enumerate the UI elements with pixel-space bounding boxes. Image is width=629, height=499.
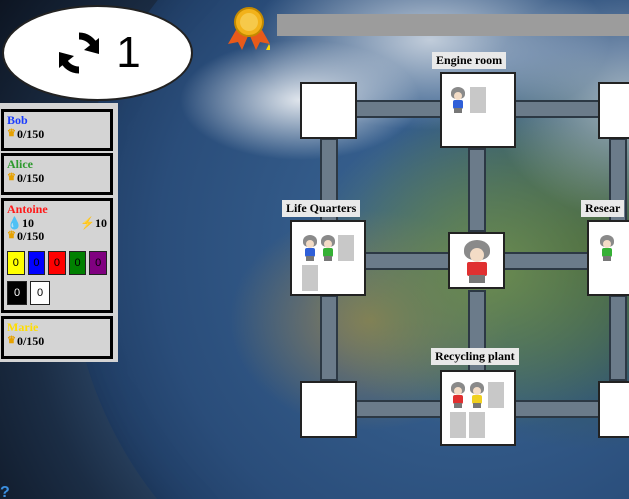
empty-slot[interactable] [470, 87, 486, 113]
pawn-green[interactable] [599, 235, 615, 261]
corridor[interactable] [355, 100, 443, 118]
resource-tokens: 0 0 0 0 0 [7, 251, 107, 275]
room-top-left[interactable] [300, 82, 357, 139]
pawn-red[interactable] [450, 382, 466, 408]
corridor[interactable] [514, 100, 604, 118]
player-panel: Bob ♛ 0/150 Alice ♛ 0/150 Antoine 💧10 ⚡10 … [0, 103, 118, 362]
player-score: ♛ 0/150 [7, 334, 45, 348]
red-token[interactable]: 0 [48, 251, 66, 275]
player-score: ♛ 0/150 [7, 171, 45, 185]
turn-counter: 1 [2, 5, 193, 101]
empty-slot[interactable] [302, 265, 318, 291]
room-recycling[interactable] [440, 370, 516, 446]
player-name: Marie [7, 320, 39, 334]
room-research[interactable] [587, 220, 629, 296]
resource-tokens-row2: 0 0 [7, 281, 107, 305]
corridor[interactable] [514, 400, 604, 418]
player-score: ♛ 0/150 [7, 127, 45, 141]
pawn-blue[interactable] [302, 235, 318, 261]
pawn-red-selected[interactable] [460, 240, 494, 284]
yellow-token[interactable]: 0 [7, 251, 25, 275]
refresh-icon[interactable] [54, 28, 104, 78]
help-button[interactable]: ? [0, 484, 10, 499]
crown-icon: ♛ [7, 335, 16, 346]
green-token[interactable]: 0 [68, 251, 87, 275]
room-label-research: Resear [581, 200, 625, 217]
white-token[interactable]: 0 [30, 281, 50, 305]
room-bottom-right[interactable] [598, 381, 629, 438]
corridor[interactable] [320, 295, 338, 381]
room-label-life-quarters: Life Quarters [282, 200, 361, 217]
player-score: ♛ 0/150 [7, 229, 45, 243]
room-center[interactable] [448, 232, 505, 289]
room-label-engine: Engine room [432, 52, 507, 69]
crown-icon: ♛ [7, 230, 16, 241]
blue-token[interactable]: 0 [27, 251, 46, 275]
room-top-right[interactable] [598, 82, 629, 139]
room-life-quarters[interactable] [290, 220, 366, 296]
purple-token[interactable]: 0 [89, 251, 107, 275]
player-name: Bob [7, 113, 28, 127]
room-label-recycling: Recycling plant [431, 348, 519, 365]
crown-icon: ♛ [7, 172, 16, 183]
crown-icon: ♛ [7, 128, 16, 139]
empty-slot[interactable] [488, 382, 504, 408]
room-bottom-left[interactable] [300, 381, 357, 438]
player-name: Alice [7, 157, 33, 171]
corridor[interactable] [503, 252, 591, 270]
corridor[interactable] [355, 400, 443, 418]
player-card-marie[interactable]: Marie ♛ 0/150 [1, 316, 113, 359]
water-drop-icon: 💧 [7, 216, 22, 230]
lightning-icon: ⚡ [80, 216, 95, 230]
player-resources: 💧10 ⚡10 [7, 216, 107, 230]
corridor[interactable] [363, 252, 451, 270]
player-name: Antoine [7, 202, 48, 216]
empty-slot[interactable] [450, 412, 466, 438]
pawn-blue[interactable] [450, 87, 466, 113]
player-card-bob[interactable]: Bob ♛ 0/150 [1, 109, 113, 151]
pawn-yellow[interactable] [469, 382, 485, 408]
black-token[interactable]: 0 [7, 281, 27, 305]
player-card-antoine[interactable]: Antoine 💧10 ⚡10 ♛ 0/150 0 0 0 0 0 0 0 [1, 198, 113, 313]
pawn-green[interactable] [320, 235, 336, 261]
turn-number: 1 [116, 28, 141, 77]
corridor[interactable] [468, 148, 486, 232]
empty-slot[interactable] [338, 235, 354, 261]
room-engine[interactable] [440, 72, 516, 148]
medal-icon[interactable] [228, 6, 270, 52]
player-card-alice[interactable]: Alice ♛ 0/150 [1, 153, 113, 195]
progress-bar [277, 14, 629, 36]
corridor[interactable] [609, 295, 627, 381]
empty-slot[interactable] [469, 412, 485, 438]
